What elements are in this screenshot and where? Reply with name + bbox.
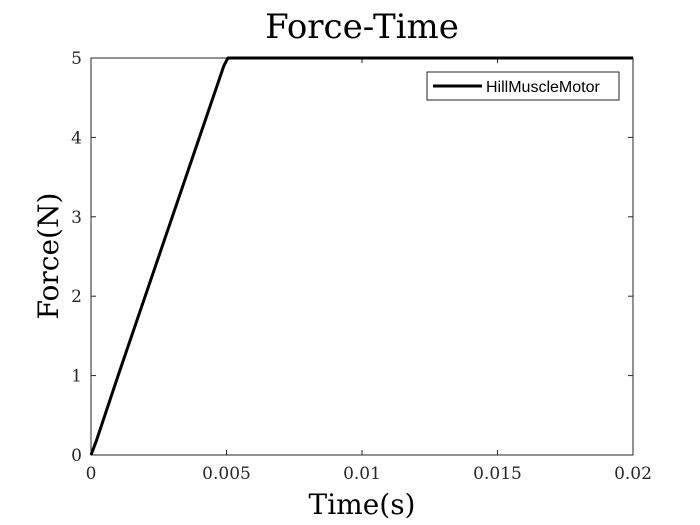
y-tick-label: 0	[71, 446, 82, 466]
y-tick-label: 5	[71, 49, 82, 69]
series-layer	[89, 56, 633, 456]
chart-title: Force-Time	[265, 7, 459, 47]
y-tick-label: 1	[71, 367, 82, 387]
x-tick-label: 0	[86, 464, 97, 484]
y-tick-label: 2	[71, 287, 82, 307]
series-line	[89, 56, 633, 456]
legend-label: HillMuscleMotor	[486, 79, 600, 96]
x-tick-label: 0.005	[202, 464, 251, 484]
x-axis-label: Time(s)	[309, 488, 416, 521]
y-tick-label: 4	[71, 128, 82, 148]
x-tick-label: 0.015	[473, 464, 522, 484]
y-axis-label: Force(N)	[32, 193, 65, 320]
axis-tick-labels: 0 0.005 0.01 0.015 0.02 0 1 2 3 4 5	[71, 49, 652, 484]
y-tick-label: 3	[71, 208, 82, 228]
x-tick-label: 0.02	[614, 464, 652, 484]
legend: HillMuscleMotor	[426, 71, 620, 101]
plot-frame	[90, 57, 634, 456]
x-tick-label: 0.01	[343, 464, 381, 484]
